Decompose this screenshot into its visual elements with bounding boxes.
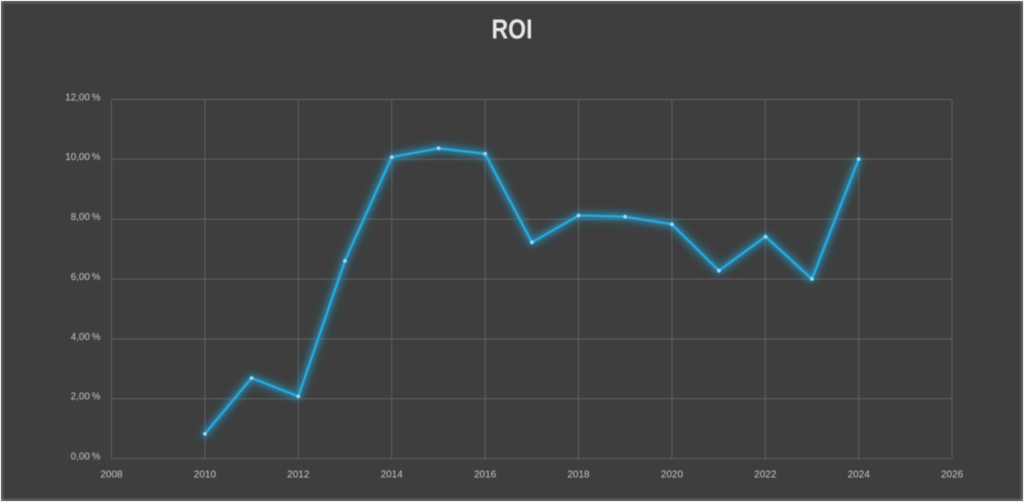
svg-text:2020: 2020	[661, 470, 684, 481]
svg-text:6,00 %: 6,00 %	[71, 272, 101, 283]
svg-text:2022: 2022	[754, 470, 777, 481]
svg-text:2024: 2024	[848, 470, 871, 481]
svg-text:2010: 2010	[194, 470, 217, 481]
svg-text:2,00 %: 2,00 %	[71, 392, 101, 403]
svg-text:4,00 %: 4,00 %	[71, 332, 101, 343]
svg-text:10,00 %: 10,00 %	[65, 152, 100, 163]
svg-text:8,00 %: 8,00 %	[71, 212, 101, 223]
svg-text:ROI: ROI	[492, 13, 533, 44]
svg-text:2014: 2014	[381, 470, 404, 481]
svg-text:2016: 2016	[474, 470, 497, 481]
svg-text:2008: 2008	[100, 470, 123, 481]
svg-text:2026: 2026	[941, 470, 964, 481]
svg-text:2018: 2018	[567, 470, 590, 481]
svg-text:12,00 %: 12,00 %	[65, 92, 100, 103]
svg-text:2012: 2012	[287, 470, 310, 481]
svg-text:0,00 %: 0,00 %	[71, 452, 101, 463]
